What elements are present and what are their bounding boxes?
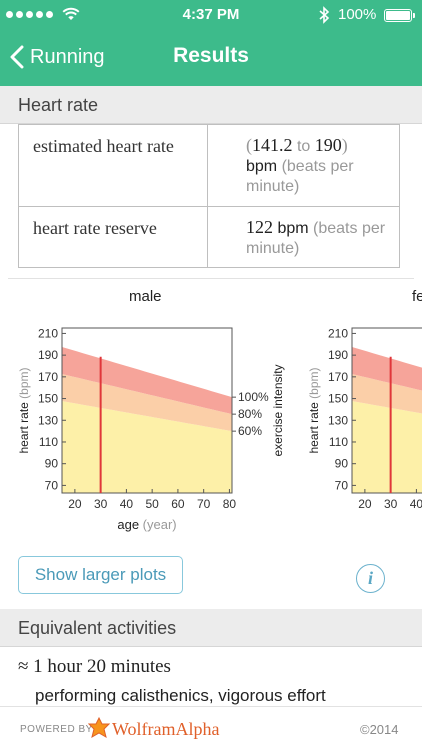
copyright: ©2014: [360, 722, 399, 737]
y-tick-label: 130: [328, 413, 348, 427]
back-button[interactable]: Running: [10, 40, 105, 74]
equivalent-activities-section-header: Equivalent activities: [0, 609, 422, 647]
heart-rate-table: estimated heart rate (141.2 to 190) bpm …: [18, 124, 400, 268]
x-tick-label: 70: [197, 497, 211, 511]
plot-frame: [61, 327, 233, 494]
x-axis-label: age (year): [117, 517, 176, 532]
heart-rate-reserve-value: 122 bpm (beats per minute): [208, 207, 399, 267]
x-tick-label: 60: [171, 497, 185, 511]
zone-low-area: [352, 401, 422, 493]
x-tick-label: 20: [358, 497, 372, 511]
zone-high-area: [352, 346, 422, 391]
status-time: 4:37 PM: [182, 6, 240, 23]
app-header: 4:37 PM 100% Running Results: [0, 0, 422, 86]
chevron-left-icon: [10, 45, 24, 69]
range-low: 141.2: [252, 135, 293, 155]
activity-description: performing calisthenics, vigorous effort: [35, 686, 326, 705]
heart-rate-zone-plots: 70 90 110 130 150 170 190 210 20 30 40 50 60 70 80 hear…: [17, 326, 422, 532]
info-icon[interactable]: i: [356, 564, 385, 593]
row-label: estimated heart rate: [19, 125, 208, 206]
nav-bar: Running Results: [0, 30, 422, 86]
activity-duration: ≈ 1 hour 20 minutes: [18, 656, 171, 677]
unit: bpm: [277, 220, 309, 237]
unit-description: (beats per minute): [246, 158, 354, 195]
y-tick-label: 170: [38, 370, 58, 384]
battery-percentage: 100%: [338, 6, 377, 23]
status-bar: 4:37 PM 100%: [0, 0, 422, 30]
y-tick-label: 130: [38, 413, 58, 427]
y-axis-label: heart rate (bpm): [307, 367, 321, 453]
battery-icon: [384, 9, 415, 22]
table-row: estimated heart rate (141.2 to 190) bpm …: [19, 125, 399, 207]
heart-rate-section-header: Heart rate: [0, 86, 422, 124]
wifi-icon: [62, 7, 80, 20]
y-tick-label: 170: [328, 370, 348, 384]
zone-mid-area: [352, 374, 422, 414]
y-tick-label: 210: [38, 326, 58, 340]
y-tick-label: 70: [45, 478, 59, 492]
y-tick-label: 90: [45, 457, 59, 471]
y-tick-label: 190: [328, 348, 348, 362]
x-tick-label: 30: [94, 497, 108, 511]
section-title: Heart rate: [18, 95, 99, 115]
y-tick-label: 110: [39, 435, 58, 449]
show-larger-plots-button[interactable]: Show larger plots: [18, 556, 183, 594]
y2-axis-label: exercise intensity: [271, 364, 285, 456]
x-tick-label: 50: [145, 497, 159, 511]
y-axis-label: heart rate (bpm): [17, 367, 31, 453]
y-tick-label: 190: [38, 348, 58, 362]
bluetooth-icon: [319, 6, 330, 24]
x-tick-label: 20: [68, 497, 82, 511]
y2-tick-label: 60%: [238, 424, 262, 438]
zone-high-area: [62, 346, 232, 415]
y-tick-label: 150: [328, 392, 348, 406]
row-label: heart rate reserve: [19, 207, 208, 267]
y-tick-label: 210: [328, 326, 348, 340]
table-row: heart rate reserve 122 bpm (beats per mi…: [19, 207, 399, 267]
y-tick-label: 150: [38, 392, 58, 406]
wolframalpha-logo-icon[interactable]: [88, 717, 110, 739]
divider: [8, 278, 414, 279]
wolframalpha-brand[interactable]: WolframAlpha: [112, 719, 220, 739]
footer: POWERED BY WolframAlpha ©2014: [0, 706, 422, 750]
x-tick-label: 80: [223, 497, 237, 511]
plot-title-female: fe: [412, 288, 422, 305]
range-high: 190: [314, 135, 342, 155]
estimated-heart-rate-value: (141.2 to 190) bpm (beats per minute): [246, 135, 354, 195]
unit: bpm: [246, 158, 278, 175]
plot-frame: [351, 327, 422, 494]
y2-tick-label: 100%: [238, 390, 269, 404]
unit-description: (beats per minute): [246, 220, 386, 257]
powered-by-label: POWERED BY: [20, 724, 93, 735]
y-tick-label: 70: [335, 478, 349, 492]
zone-mid-area: [62, 374, 232, 432]
reserve-value: 122: [246, 217, 273, 237]
back-button-label: Running: [30, 45, 105, 68]
plot-title-male: male: [129, 288, 162, 305]
section-title: Equivalent activities: [18, 618, 177, 638]
x-tick-label: 30: [384, 497, 398, 511]
y2-tick-label: 80%: [238, 407, 262, 421]
y-tick-label: 110: [329, 435, 348, 449]
x-tick-label: 40: [410, 497, 422, 511]
y-tick-label: 90: [335, 457, 349, 471]
x-tick-label: 40: [120, 497, 134, 511]
zone-low-area: [62, 401, 232, 493]
page-title: Results: [173, 44, 249, 67]
cell-signal-icon: [6, 11, 53, 18]
